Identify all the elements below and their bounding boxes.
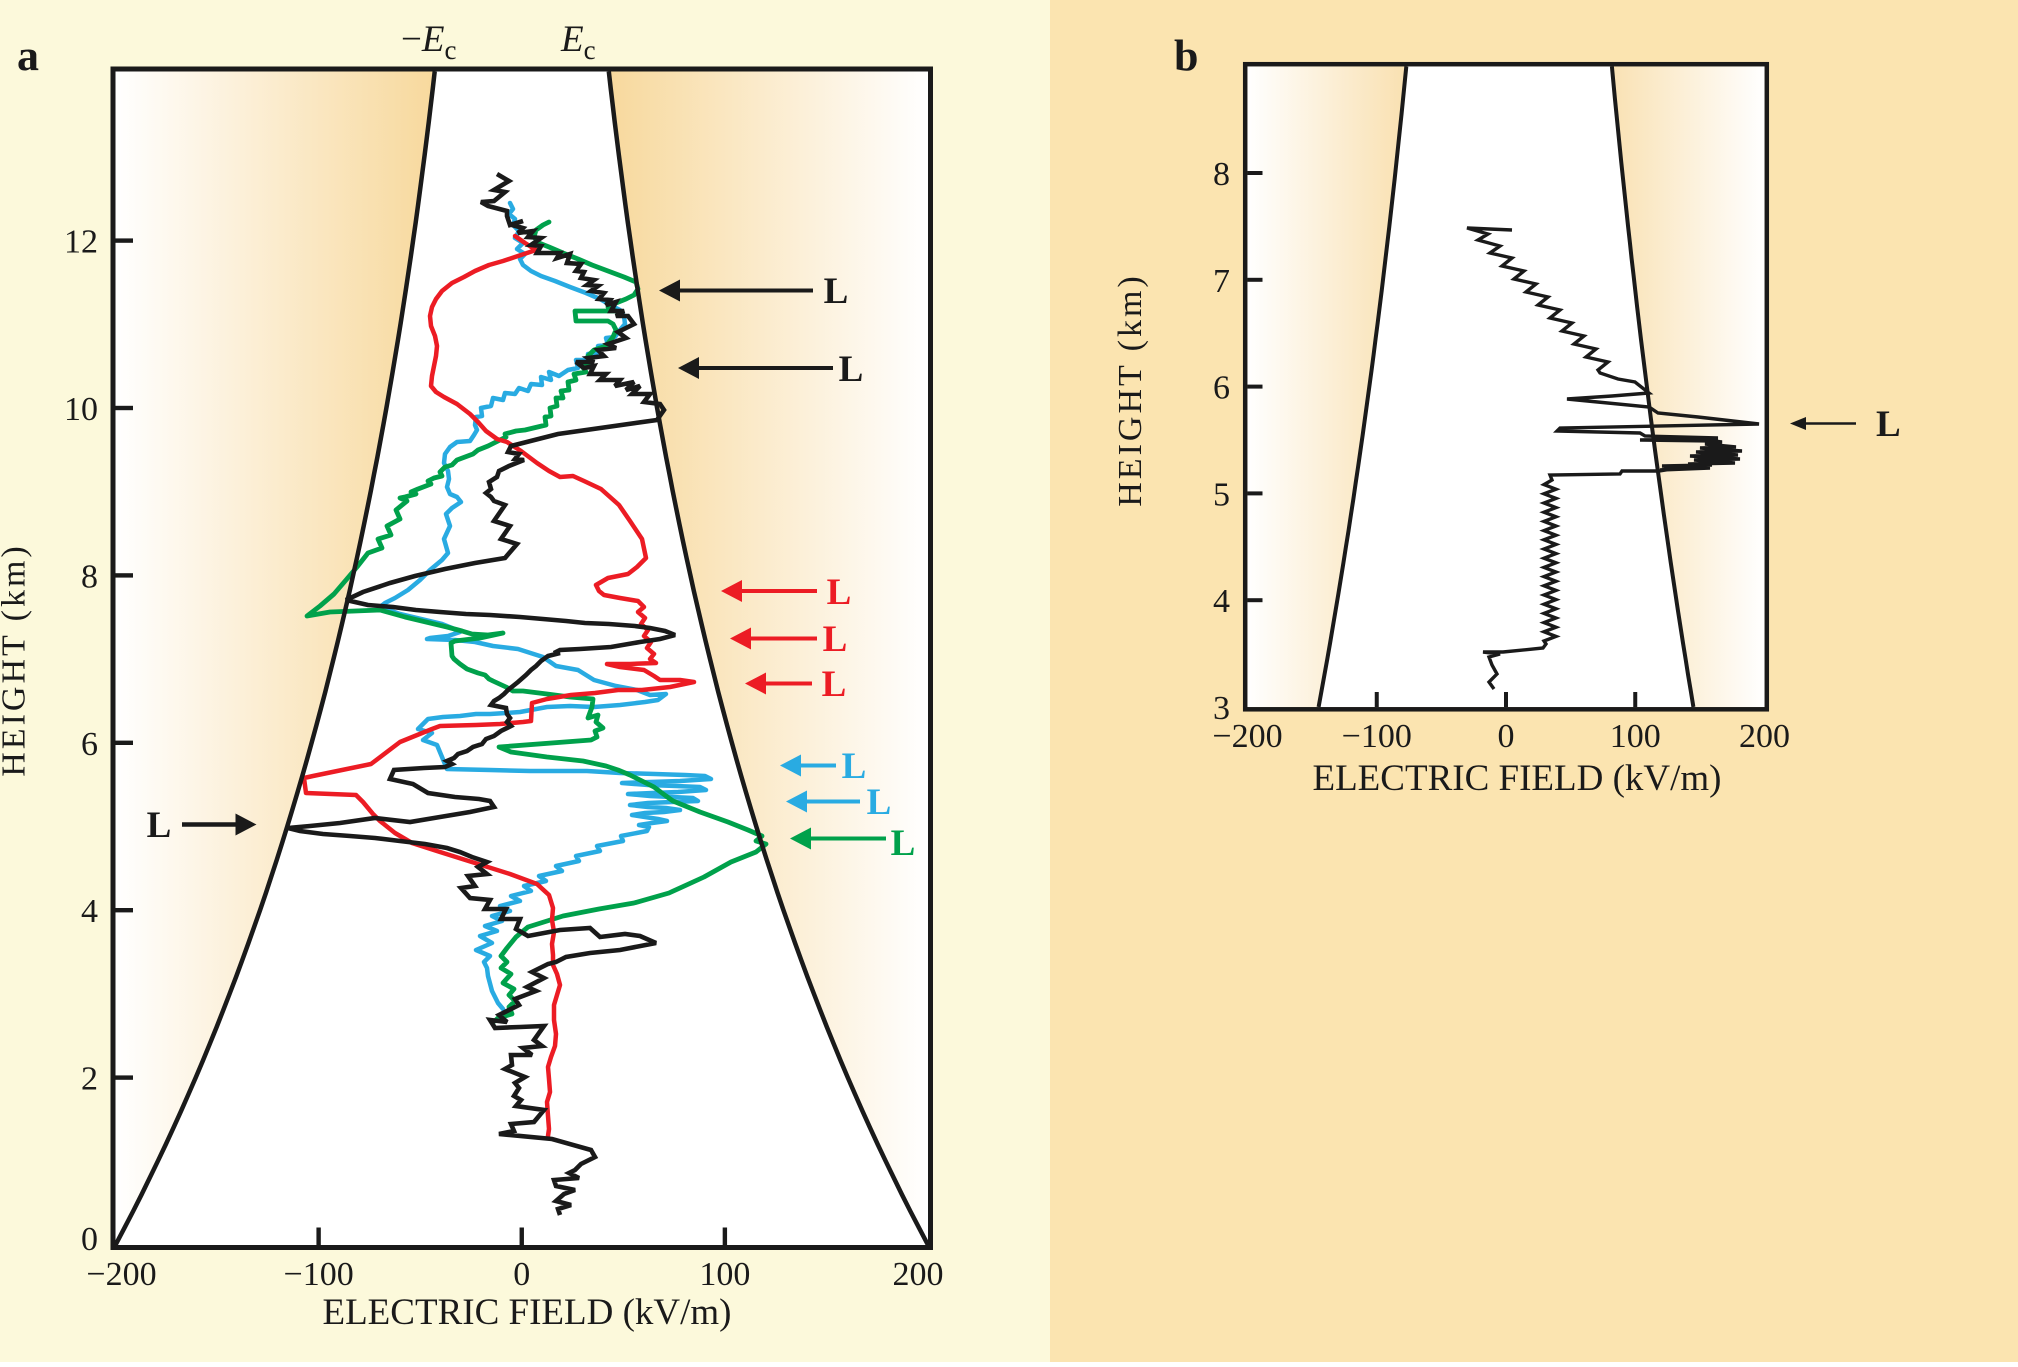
svg-text:100: 100	[1610, 718, 1661, 755]
svg-text:0: 0	[81, 1221, 98, 1258]
svg-text:ELECTRIC FIELD (kV/m): ELECTRIC FIELD (kV/m)	[322, 1292, 731, 1333]
svg-text:7: 7	[1213, 263, 1230, 300]
svg-text:L: L	[839, 349, 864, 390]
svg-text:−100: −100	[284, 1256, 354, 1293]
svg-text:200: 200	[1739, 718, 1790, 755]
svg-text:−Ec: −Ec	[401, 19, 456, 65]
svg-text:L: L	[824, 271, 849, 312]
svg-text:Ec: Ec	[560, 19, 596, 65]
svg-text:8: 8	[81, 558, 98, 595]
svg-text:6: 6	[81, 726, 98, 763]
svg-text:L: L	[1876, 404, 1901, 445]
svg-text:3: 3	[1213, 690, 1230, 727]
svg-text:L: L	[842, 746, 867, 787]
svg-text:4: 4	[1213, 583, 1230, 620]
svg-text:HEIGHT (km): HEIGHT (km)	[0, 543, 33, 777]
svg-text:L: L	[891, 823, 916, 864]
svg-text:2: 2	[81, 1061, 98, 1098]
svg-text:a: a	[17, 31, 39, 80]
svg-text:0: 0	[513, 1256, 530, 1293]
svg-text:5: 5	[1213, 476, 1230, 513]
svg-text:−200: −200	[1212, 718, 1282, 755]
svg-text:−100: −100	[1342, 718, 1412, 755]
svg-text:L: L	[147, 805, 172, 846]
svg-text:200: 200	[893, 1256, 944, 1293]
svg-text:4: 4	[81, 893, 98, 930]
svg-text:L: L	[827, 572, 852, 613]
svg-text:ELECTRIC FIELD (kV/m): ELECTRIC FIELD (kV/m)	[1312, 758, 1721, 799]
svg-text:L: L	[822, 664, 847, 705]
svg-text:0: 0	[1498, 718, 1515, 755]
svg-text:6: 6	[1213, 370, 1230, 407]
svg-text:12: 12	[64, 224, 98, 261]
svg-text:10: 10	[64, 391, 98, 428]
svg-text:−200: −200	[86, 1256, 156, 1293]
svg-text:b: b	[1174, 32, 1198, 81]
svg-text:L: L	[823, 619, 848, 660]
svg-text:HEIGHT (km): HEIGHT (km)	[1112, 273, 1149, 507]
svg-text:8: 8	[1213, 156, 1230, 193]
svg-text:L: L	[867, 782, 892, 823]
svg-text:100: 100	[699, 1256, 750, 1293]
